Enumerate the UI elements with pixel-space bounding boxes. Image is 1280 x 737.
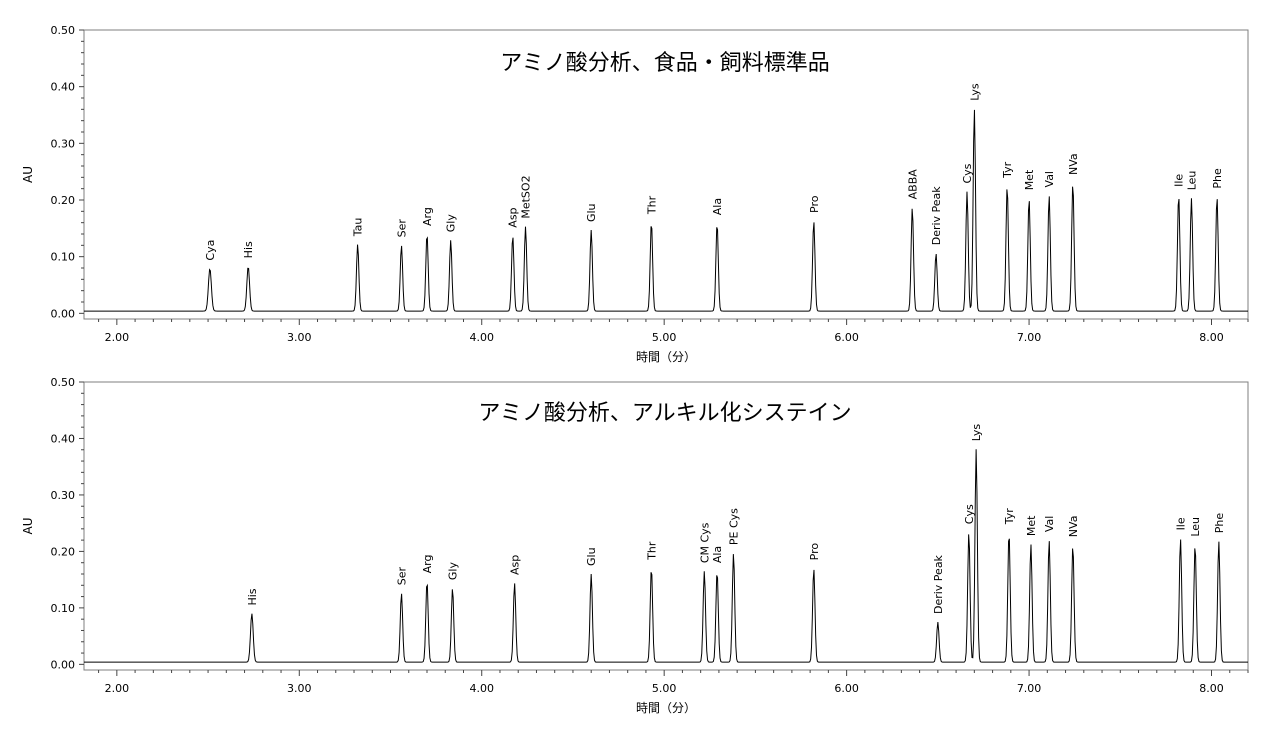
peak-label: Val [1043,171,1056,187]
peak-label: Lys [970,424,983,442]
peak-label: Met [1023,169,1036,190]
peak-label: Glu [585,547,598,566]
peak-label: Ile [1174,517,1187,530]
peak-label: Ile [1173,174,1186,187]
y-tick-label: 0.20 [51,194,76,207]
peak-label: CM Cys [698,522,711,563]
x-tick-label: 8.00 [1199,331,1224,344]
peak-label: Ala [711,546,724,563]
peak-label: Pro [808,195,821,213]
x-tick-label: 7.00 [1017,682,1042,695]
peak-label: NVa [1067,516,1080,538]
x-tick-label: 5.00 [652,331,677,344]
chart-panel-1: 2.00 3.00 4.00 5.00 6.00 7.00 8.00 0.00 0.10 0.20… [21,24,1249,364]
peak-label: Thr [645,195,658,215]
peak-label: Phe [1211,168,1224,189]
plot-frame [83,381,1249,671]
peak-label: Met [1025,515,1038,536]
y-tick-label: 0.40 [51,81,76,94]
peak-label: Gly [445,214,458,233]
x-tick-label: 4.00 [469,682,494,695]
y-tick-label: 0.00 [51,658,76,671]
x-axis-title: 時間（分） [636,701,696,715]
peak-label: Arg [421,554,434,573]
peak-label: Cys [963,504,976,524]
chromatogram-trace [84,109,1248,312]
peak-label: His [242,241,255,258]
peak-label: Asp [507,207,520,227]
y-tick-label: 0.20 [51,545,76,558]
x-tick-label: 2.00 [105,682,130,695]
x-tick-label: 3.00 [287,331,312,344]
chart-title: アミノ酸分析、食品・飼料標準品 [500,51,830,76]
chart-title: アミノ酸分析、アルキル化システイン [478,401,851,426]
peak-label: Cya [204,240,217,261]
y-tick-label: 0.50 [51,24,76,37]
x-tick-label: 2.00 [105,331,130,344]
y-tick-label: 0.30 [51,137,76,150]
chart-panel-2: 2.00 3.00 4.00 5.00 6.00 7.00 8.00 0.00 0.10 0.20… [21,376,1249,715]
peak-label: Cys [961,163,974,183]
peak-label: Deriv Peak [930,186,943,246]
peak-label: MetSO2 [520,175,533,218]
chromatogram-trace [84,449,1248,663]
y-tick-label: 0.00 [51,307,76,320]
peak-label: NVa [1067,153,1080,175]
x-tick-label: 8.00 [1199,682,1224,695]
peak-label: ABBA [906,169,919,200]
y-tick-label: 0.30 [51,489,76,502]
y-tick-label: 0.50 [51,376,76,389]
y-tick-label: 0.10 [51,602,76,615]
x-tick-label: 4.00 [469,331,494,344]
peak-label: Ser [395,219,408,238]
peak-label: Asp [509,555,522,575]
plot-frame [83,29,1249,320]
x-tick-label: 6.00 [834,331,859,344]
peak-label: Pro [808,543,821,561]
x-tick-label: 3.00 [287,682,312,695]
x-axis-title: 時間（分） [636,350,696,364]
peak-label: Val [1043,516,1056,532]
peak-label: Lys [968,83,981,101]
y-tick-label: 0.40 [51,432,76,445]
peak-label: Leu [1189,517,1202,537]
peak-label: Tau [352,218,365,238]
peak-label: Leu [1185,171,1198,191]
peak-label: PE Cys [728,508,741,545]
x-tick-label: 7.00 [1017,331,1042,344]
peak-label: Ser [395,566,408,585]
peak-label: Phe [1213,513,1226,534]
peak-label: Gly [447,562,460,581]
peak-label: Tyr [1003,508,1016,526]
peak-label: His [246,588,259,605]
peak-label: Glu [585,203,598,222]
y-axis-title: AU [21,518,35,535]
peak-label: Deriv Peak [932,554,945,614]
y-axis-title: AU [21,166,35,183]
peak-label: Arg [421,207,434,226]
peak-label: Thr [645,541,658,561]
x-tick-label: 5.00 [652,682,677,695]
peak-label: Tyr [1001,161,1014,179]
y-tick-label: 0.10 [51,251,76,264]
x-tick-label: 6.00 [834,682,859,695]
peak-label: Ala [711,198,724,215]
